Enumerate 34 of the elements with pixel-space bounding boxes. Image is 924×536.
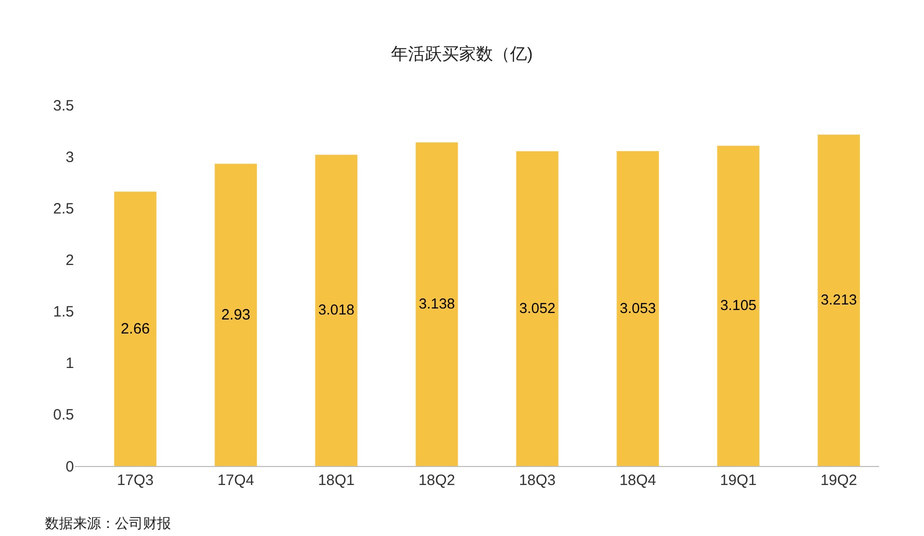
bar (114, 192, 156, 466)
y-tick-label: 1 (66, 355, 74, 372)
bar (818, 134, 860, 466)
data-label: 3.105 (720, 298, 756, 314)
chart-title: 年活跃买家数（亿) (391, 44, 533, 64)
bar (416, 142, 458, 466)
x-tick-label: 17Q4 (217, 472, 254, 489)
x-tick-label: 19Q1 (720, 472, 757, 489)
x-tick-label: 17Q3 (116, 472, 154, 489)
y-tick-label: 3 (66, 148, 74, 166)
x-tick-label: 18Q3 (518, 472, 556, 489)
y-tick-label: 2 (66, 252, 74, 269)
data-label: 3.213 (820, 292, 857, 309)
data-label: 3.138 (418, 296, 455, 313)
bar (717, 146, 760, 466)
x-tick-label: 18Q1 (318, 472, 355, 489)
x-tick-label: 18Q2 (418, 472, 456, 489)
y-tick-label: 3.5 (53, 97, 74, 114)
y-tick-label: 0 (66, 458, 74, 476)
source-note: 数据来源：公司财报 (45, 515, 171, 531)
bar (214, 164, 257, 466)
data-label: 3.018 (318, 302, 354, 319)
bar (516, 151, 558, 466)
data-label: 2.66 (120, 320, 150, 338)
data-label: 3.053 (620, 300, 656, 317)
bar (315, 154, 358, 466)
y-tick-label: 1.5 (53, 304, 74, 321)
data-label: 3.052 (519, 300, 556, 317)
y-tick-label: 2.5 (53, 200, 74, 218)
x-tick-label: 18Q4 (619, 472, 656, 489)
bar (616, 151, 659, 466)
y-tick-label: 0.5 (53, 406, 74, 424)
x-tick-label: 19Q2 (820, 472, 858, 489)
data-label: 2.93 (221, 306, 250, 324)
